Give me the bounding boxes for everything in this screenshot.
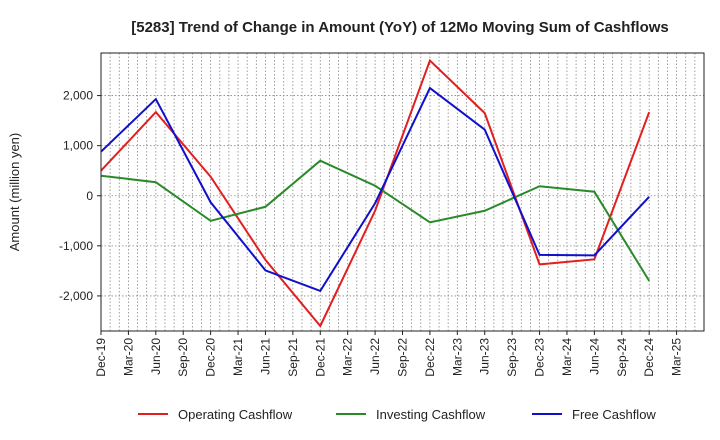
legend-label-2: Free Cashflow: [572, 407, 656, 422]
x-tick-label: Sep-23: [505, 338, 519, 377]
legend-label-1: Investing Cashflow: [376, 407, 486, 422]
x-tick-label: Jun-22: [368, 338, 382, 375]
grid-lines: [101, 53, 704, 331]
x-tick-label: Sep-22: [396, 338, 410, 377]
x-tick-label: Dec-23: [533, 338, 547, 377]
chart-title: [5283] Trend of Change in Amount (YoY) o…: [131, 19, 669, 36]
series-group: [100, 58, 651, 328]
x-tick-label: Dec-21: [313, 338, 327, 377]
x-tick-label: Dec-24: [642, 338, 656, 377]
x-tick-label: Dec-20: [204, 338, 218, 377]
y-tick-label: 2,000: [63, 89, 93, 103]
x-tick-label: Mar-25: [670, 338, 684, 376]
x-tick-label: Mar-24: [560, 338, 574, 376]
x-tick-label: Sep-21: [286, 338, 300, 377]
y-tick-label: 1,000: [63, 139, 93, 153]
y-tick-label: -2,000: [59, 289, 93, 303]
x-tick-label: Sep-24: [615, 338, 629, 377]
x-tick-labels: Dec-19 Mar-20 Jun-20 Sep-20 Dec-20 Mar-21 Jun-…: [94, 331, 684, 377]
x-tick-label: Dec-22: [423, 338, 437, 377]
x-tick-label: Sep-20: [176, 338, 190, 377]
y-axis-label: Amount (million yen): [7, 133, 22, 252]
y-tick-label: -1,000: [59, 239, 93, 253]
x-tick-label: Mar-21: [231, 338, 245, 376]
legend-label-0: Operating Cashflow: [178, 407, 293, 422]
x-tick-label: Mar-23: [450, 338, 464, 376]
series-line-1: [100, 159, 651, 282]
series-line-0: [100, 58, 651, 328]
plot-background: [101, 53, 704, 331]
x-tick-label: Jun-24: [587, 338, 601, 375]
x-tick-label: Mar-20: [121, 338, 135, 376]
series-line-2: [100, 86, 650, 293]
x-tick-label: Jun-23: [478, 338, 492, 375]
legend: Operating Cashflow Investing Cashflow Free…: [138, 407, 656, 422]
y-tick-labels: -2,000 -1,000 0 1,000 2,000: [59, 89, 101, 303]
x-tick-label: Dec-19: [94, 338, 108, 377]
plot-area: [101, 53, 704, 331]
x-tick-label: Jun-21: [258, 338, 272, 375]
x-tick-label: Jun-20: [149, 338, 163, 375]
y-tick-label: 0: [86, 189, 93, 203]
x-tick-label: Mar-22: [341, 338, 355, 376]
